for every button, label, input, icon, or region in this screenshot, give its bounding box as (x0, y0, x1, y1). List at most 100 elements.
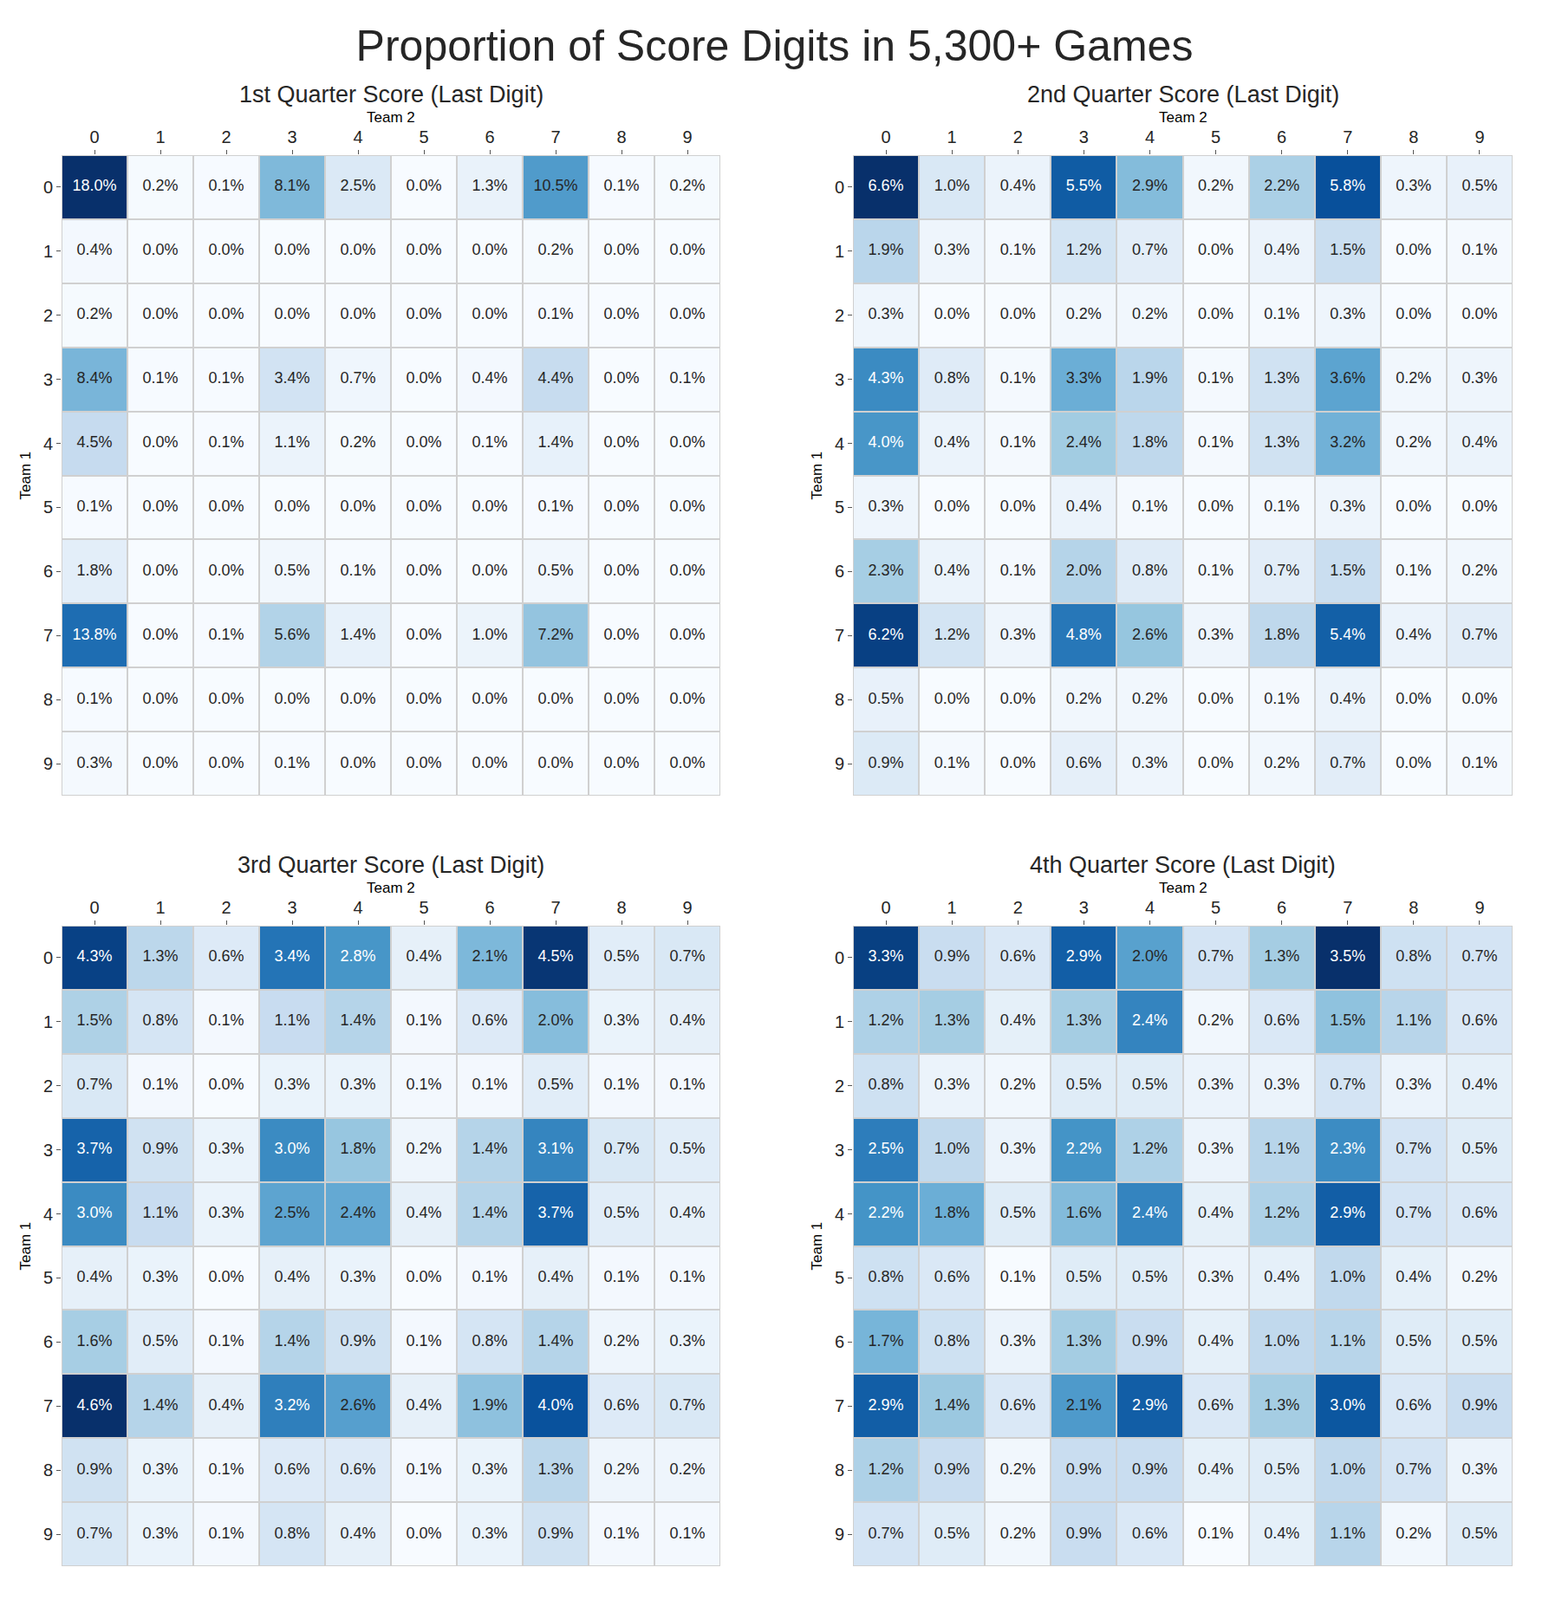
svg-text:0.1%: 0.1% (208, 1011, 244, 1029)
svg-text:0.0%: 0.0% (142, 497, 178, 515)
svg-text:0.0%: 0.0% (273, 497, 310, 515)
svg-text:0.0%: 0.0% (669, 305, 705, 323)
svg-text:3: 3 (43, 1140, 53, 1160)
svg-text:0.1%: 0.1% (1263, 497, 1300, 515)
svg-text:5: 5 (418, 898, 429, 918)
svg-text:1.3%: 1.3% (1263, 1396, 1300, 1414)
svg-text:0.3%: 0.3% (1461, 1460, 1497, 1478)
svg-text:5.5%: 5.5% (1066, 176, 1102, 195)
svg-text:0.5%: 0.5% (1461, 1139, 1497, 1158)
svg-text:0.0%: 0.0% (934, 689, 970, 708)
svg-text:9: 9 (834, 754, 845, 774)
svg-text:6: 6 (43, 1332, 53, 1352)
svg-text:0.4%: 0.4% (934, 561, 970, 580)
svg-text:1.3%: 1.3% (1066, 1332, 1102, 1350)
svg-text:1.3%: 1.3% (1263, 947, 1300, 965)
svg-text:0.4%: 0.4% (1000, 1011, 1036, 1029)
svg-text:9: 9 (43, 1524, 53, 1544)
svg-text:0.1%: 0.1% (1197, 1524, 1234, 1543)
svg-text:0.7%: 0.7% (1329, 754, 1366, 772)
svg-text:0.0%: 0.0% (1395, 689, 1432, 708)
svg-text:3.3%: 3.3% (868, 947, 905, 965)
svg-text:0.5%: 0.5% (868, 689, 905, 708)
svg-text:6: 6 (834, 1332, 845, 1352)
svg-text:0.0%: 0.0% (273, 305, 310, 323)
svg-text:1.5%: 1.5% (76, 1011, 112, 1029)
svg-text:0.9%: 0.9% (1132, 1332, 1168, 1350)
svg-text:2nd Quarter Score (Last Digit): 2nd Quarter Score (Last Digit) (1027, 81, 1340, 108)
svg-text:0.1%: 0.1% (537, 305, 573, 323)
svg-text:0.1%: 0.1% (1000, 369, 1036, 387)
svg-text:9: 9 (1474, 127, 1484, 147)
svg-text:0.0%: 0.0% (208, 497, 244, 515)
svg-text:0.0%: 0.0% (208, 1268, 244, 1286)
svg-text:7: 7 (550, 898, 560, 918)
svg-text:4: 4 (352, 127, 363, 147)
svg-text:0.6%: 0.6% (934, 1268, 970, 1286)
svg-text:0.3%: 0.3% (142, 1460, 178, 1478)
svg-text:0.7%: 0.7% (76, 1524, 112, 1543)
svg-text:0.4%: 0.4% (471, 369, 508, 387)
svg-text:0.9%: 0.9% (142, 1139, 178, 1158)
svg-text:13.8%: 13.8% (71, 625, 117, 644)
svg-text:8: 8 (43, 1460, 53, 1480)
svg-text:0.7%: 0.7% (669, 947, 705, 965)
svg-text:0.0%: 0.0% (1197, 240, 1234, 259)
svg-text:18.0%: 18.0% (71, 176, 117, 195)
svg-text:8: 8 (43, 689, 53, 710)
svg-text:0.0%: 0.0% (603, 369, 639, 387)
svg-text:1: 1 (947, 127, 957, 147)
svg-text:0.8%: 0.8% (273, 1524, 310, 1543)
svg-text:0.4%: 0.4% (405, 1396, 442, 1414)
svg-text:0.4%: 0.4% (1329, 689, 1366, 708)
svg-text:5.4%: 5.4% (1329, 625, 1366, 644)
svg-text:0.0%: 0.0% (142, 305, 178, 323)
svg-text:1.8%: 1.8% (934, 1204, 970, 1222)
svg-text:4: 4 (43, 1204, 53, 1224)
svg-text:0.5%: 0.5% (1132, 1268, 1168, 1286)
svg-text:1.2%: 1.2% (1066, 240, 1102, 259)
svg-text:0.0%: 0.0% (603, 240, 639, 259)
svg-text:0.7%: 0.7% (603, 1139, 639, 1158)
svg-text:5: 5 (418, 127, 429, 147)
svg-text:3: 3 (1079, 127, 1089, 147)
svg-text:0.0%: 0.0% (405, 433, 442, 451)
svg-text:Team 2: Team 2 (1158, 879, 1208, 897)
svg-text:2: 2 (1013, 898, 1023, 918)
svg-text:0.2%: 0.2% (1066, 305, 1102, 323)
svg-text:Team 2: Team 2 (366, 879, 416, 897)
svg-text:0.1%: 0.1% (1263, 689, 1300, 708)
svg-text:0.0%: 0.0% (1395, 754, 1432, 772)
svg-text:0.0%: 0.0% (405, 754, 442, 772)
svg-text:9: 9 (1474, 898, 1484, 918)
svg-text:0.2%: 0.2% (1263, 754, 1300, 772)
svg-text:9: 9 (43, 754, 53, 774)
svg-text:0.4%: 0.4% (1263, 240, 1300, 259)
svg-text:2.4%: 2.4% (1132, 1011, 1168, 1029)
svg-text:3.0%: 3.0% (1329, 1396, 1366, 1414)
svg-text:1.6%: 1.6% (1066, 1204, 1102, 1222)
svg-text:1: 1 (834, 1012, 845, 1032)
svg-text:0.4%: 0.4% (273, 1268, 310, 1286)
svg-text:0: 0 (43, 948, 53, 968)
svg-text:1.1%: 1.1% (273, 433, 310, 451)
svg-text:0.4%: 0.4% (339, 1524, 376, 1543)
svg-text:0.5%: 0.5% (1461, 1332, 1497, 1350)
svg-text:Team 1: Team 1 (808, 1222, 826, 1271)
svg-text:0.7%: 0.7% (1395, 1204, 1432, 1222)
svg-text:0.6%: 0.6% (1461, 1011, 1497, 1029)
svg-text:0.3%: 0.3% (1197, 625, 1234, 644)
svg-text:6: 6 (1276, 127, 1287, 147)
svg-text:0.0%: 0.0% (603, 754, 639, 772)
svg-text:4: 4 (834, 1204, 845, 1224)
svg-text:0.7%: 0.7% (669, 1396, 705, 1414)
svg-text:0.1%: 0.1% (405, 1075, 442, 1094)
svg-text:0.1%: 0.1% (471, 433, 508, 451)
svg-text:0.0%: 0.0% (1000, 305, 1036, 323)
svg-text:2: 2 (834, 1076, 845, 1096)
svg-text:0.0%: 0.0% (537, 754, 573, 772)
svg-text:Team 1: Team 1 (17, 451, 34, 501)
svg-text:0.1%: 0.1% (669, 369, 705, 387)
svg-text:0.3%: 0.3% (1197, 1268, 1234, 1286)
svg-text:0.3%: 0.3% (669, 1332, 705, 1350)
